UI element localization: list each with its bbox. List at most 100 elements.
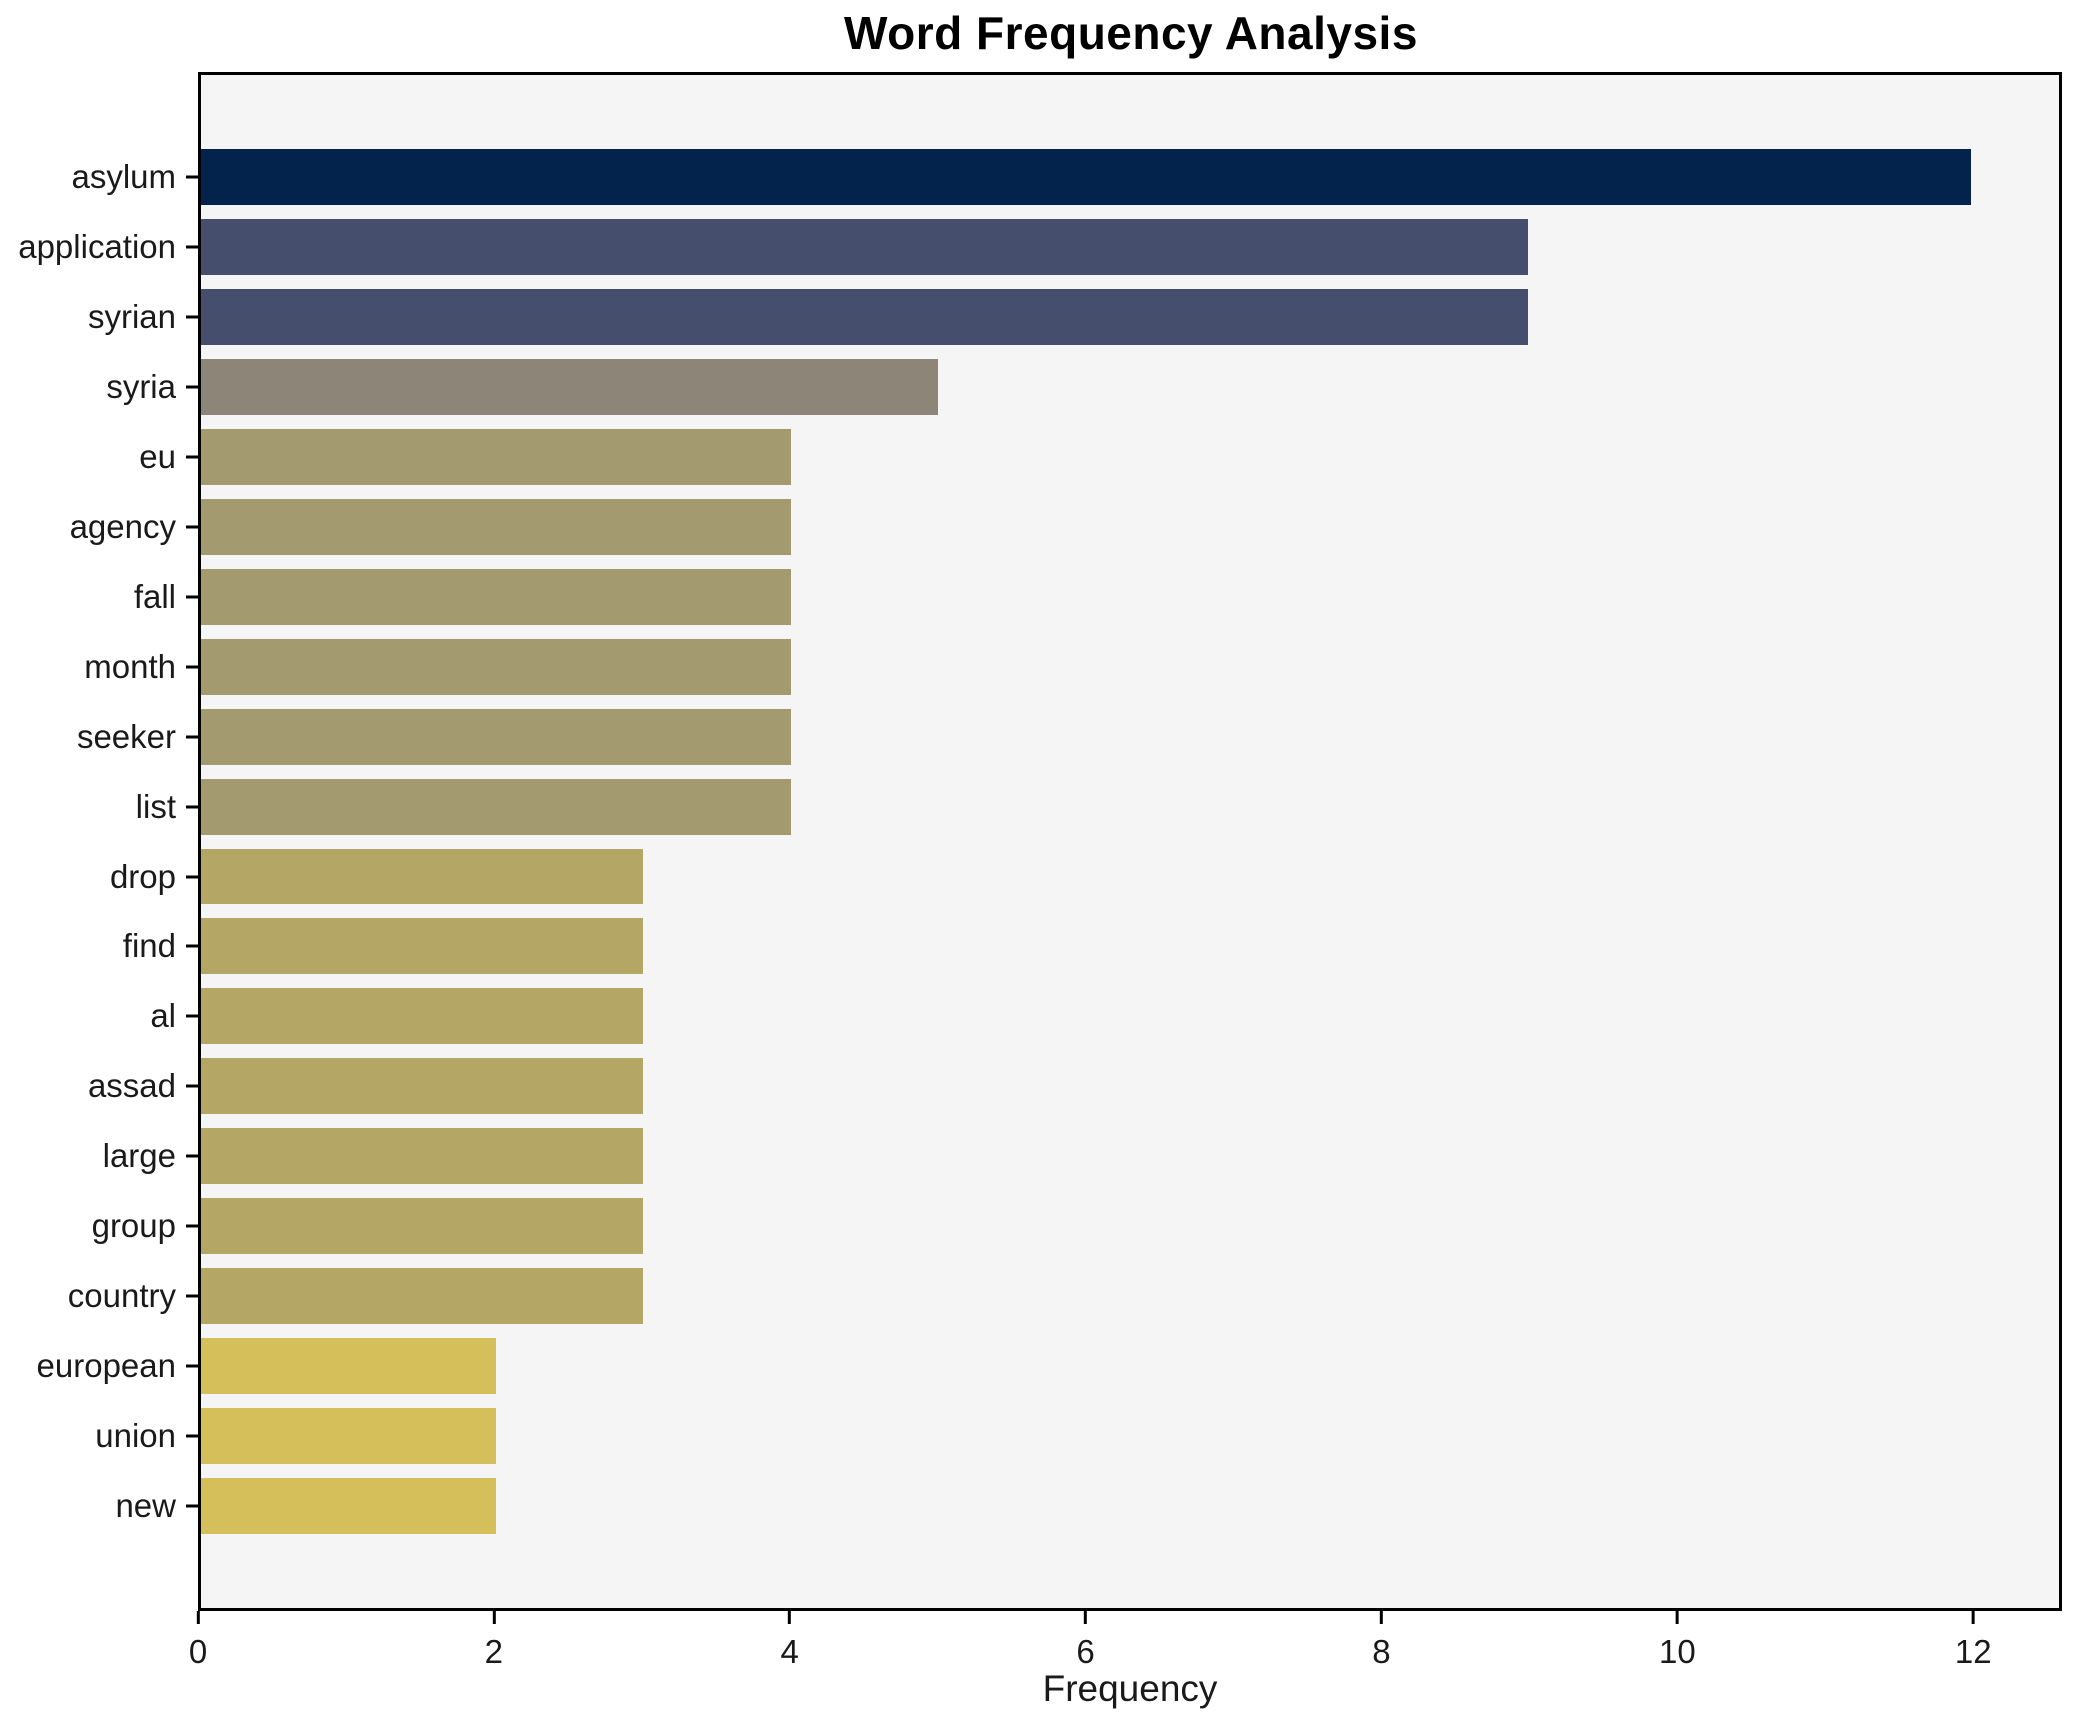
y-tick-mark [186, 595, 198, 599]
x-tick: 6 [1076, 1611, 1095, 1671]
bar-row: drop [110, 842, 2059, 912]
bar-row: large [103, 1121, 2059, 1191]
y-axis-category-label: fall [133, 577, 176, 615]
bar [201, 1338, 496, 1395]
y-tick-mark [186, 385, 198, 389]
y-axis-category-label: find [122, 927, 176, 965]
bar-row: asylum [71, 142, 2059, 212]
bar [201, 848, 644, 905]
y-axis-category-label: application [18, 227, 176, 265]
y-tick-mark [186, 455, 198, 459]
bar [201, 218, 1529, 275]
y-axis-category-label: month [84, 647, 176, 685]
plot-area: asylum application syrian syria eu agency fall… [18, 72, 2062, 1611]
y-tick-mark [186, 1504, 198, 1508]
bar-row: al [150, 981, 2059, 1051]
y-axis-category-label: large [102, 1137, 176, 1175]
x-tick-mark [1084, 1611, 1088, 1624]
bar-row: european [37, 1331, 2059, 1401]
x-tick-mark [788, 1611, 792, 1624]
bar [201, 358, 939, 415]
bar-row: new [115, 1471, 2059, 1541]
x-tick-label: 6 [1076, 1633, 1095, 1670]
bar-row: find [123, 911, 2059, 981]
bar [201, 288, 1529, 345]
y-axis-category-label: agency [69, 507, 176, 545]
bar-row: syrian [88, 282, 2059, 352]
x-tick-mark [1675, 1611, 1679, 1624]
bar [201, 1128, 644, 1185]
bar-row: fall [134, 562, 2059, 632]
y-axis-category-label: new [115, 1487, 176, 1525]
y-axis-category-label: al [150, 997, 176, 1035]
y-tick-mark [186, 735, 198, 739]
chart-title: Word Frequency Analysis [844, 7, 1418, 59]
bar [201, 778, 791, 835]
y-tick-mark [186, 1364, 198, 1368]
x-tick: 12 [1955, 1611, 1992, 1671]
x-tick-mark [1379, 1611, 1383, 1624]
bar-row: country [68, 1261, 2059, 1331]
x-tick: 2 [485, 1611, 503, 1671]
x-axis-title: Frequency [1042, 1668, 1218, 1709]
x-tick-mark [196, 1611, 200, 1624]
bar [201, 1478, 496, 1535]
y-tick-mark [186, 315, 198, 319]
y-tick-mark [186, 525, 198, 529]
y-tick-mark [186, 1224, 198, 1228]
y-tick-mark [186, 1294, 198, 1298]
x-tick-label: 12 [1954, 1633, 1992, 1670]
x-tick-label: 4 [780, 1633, 799, 1670]
y-tick-mark [186, 805, 198, 809]
bar [201, 1058, 644, 1115]
y-axis-category-label: syria [106, 367, 176, 405]
bar-row: month [84, 632, 2059, 702]
y-axis-category-label: seeker [76, 717, 176, 755]
y-tick-mark [186, 175, 198, 179]
y-axis-category-label: eu [139, 437, 176, 475]
bar [201, 498, 791, 555]
y-axis-category-label: syrian [87, 297, 176, 335]
bar-row: agency [70, 492, 2059, 562]
y-axis-category-label: asylum [71, 157, 176, 195]
bar [201, 1268, 644, 1325]
bar-row: list [136, 772, 2059, 842]
y-tick-mark [186, 1154, 198, 1158]
bar-row: assad [88, 1051, 2059, 1121]
y-axis-category-label: group [91, 1207, 176, 1245]
bar-row: seeker [77, 702, 2059, 772]
y-tick-mark [186, 944, 198, 948]
y-axis-category-label: country [67, 1277, 176, 1315]
bar [201, 988, 644, 1045]
bar [201, 1198, 644, 1255]
x-tick-mark [492, 1611, 496, 1624]
x-tick: 8 [1372, 1611, 1391, 1671]
y-axis-category-label: european [36, 1347, 176, 1385]
y-tick-mark [186, 875, 198, 878]
bar-row: syria [106, 352, 2059, 422]
y-axis-category-label: union [95, 1417, 176, 1455]
y-tick-mark [186, 665, 198, 669]
bar-row: union [95, 1401, 2059, 1471]
x-tick-label: 10 [1659, 1633, 1696, 1670]
bar [201, 568, 791, 625]
bar [201, 638, 791, 695]
bar-row: group [92, 1191, 2059, 1261]
y-tick-mark [186, 1434, 198, 1438]
y-tick-mark [186, 1014, 198, 1018]
x-axis: 0 2 4 6 8 10 12 [189, 1611, 2062, 1691]
bar [201, 149, 1971, 205]
bar [201, 918, 644, 975]
x-tick-label: 0 [188, 1633, 208, 1670]
x-tick-label: 2 [484, 1633, 504, 1670]
y-tick-mark [186, 1084, 198, 1088]
x-tick: 10 [1659, 1611, 1696, 1671]
bar [201, 708, 791, 765]
y-axis-category-label: assad [87, 1067, 176, 1105]
x-tick-mark [1971, 1611, 1975, 1624]
bar-row: eu [139, 422, 2059, 492]
x-tick-label: 8 [1372, 1633, 1391, 1670]
bar [201, 1408, 496, 1465]
y-axis-category-label: drop [109, 857, 176, 895]
